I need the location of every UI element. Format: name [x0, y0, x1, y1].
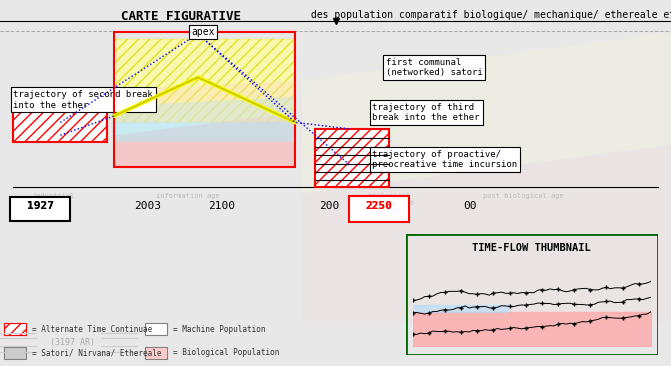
Text: 2100: 2100 [208, 201, 235, 211]
Text: = Alternate Time Continuae: = Alternate Time Continuae [32, 325, 152, 334]
FancyBboxPatch shape [145, 323, 167, 335]
Text: trajectory of proactive/
preocreative time incursion: trajectory of proactive/ preocreative ti… [372, 150, 517, 169]
Text: 2250: 2250 [366, 201, 393, 211]
Text: 2003: 2003 [134, 201, 161, 211]
Text: apex: apex [191, 27, 215, 37]
FancyBboxPatch shape [4, 323, 26, 335]
Text: biological
subservience: biological subservience [364, 193, 415, 206]
Text: trajectory of third
break into the ether: trajectory of third break into the ether [372, 103, 480, 123]
Polygon shape [114, 97, 295, 142]
Text: 2250: 2250 [366, 201, 393, 211]
Text: first communal
(networked) satori: first communal (networked) satori [386, 58, 482, 77]
Bar [13, 103, 107, 142]
Text: 00: 00 [463, 201, 476, 211]
Text: = Machine Population: = Machine Population [173, 325, 266, 334]
Text: 1927: 1927 [27, 201, 54, 211]
FancyBboxPatch shape [349, 196, 409, 222]
Text: 1927: 1927 [27, 201, 54, 211]
Text: des population comparatif biologique/ mechanique/ ethereale et du revolutiones t: des population comparatif biologique/ me… [305, 10, 671, 20]
Text: industrial
age: industrial age [32, 193, 75, 206]
FancyBboxPatch shape [145, 347, 167, 359]
Polygon shape [114, 39, 295, 122]
FancyBboxPatch shape [4, 347, 26, 359]
Text: information age: information age [156, 193, 220, 199]
Text: 200: 200 [319, 201, 339, 211]
Text: (3197 AR): (3197 AR) [50, 338, 95, 347]
Text: post biological age: post biological age [483, 193, 564, 199]
Polygon shape [114, 81, 295, 122]
Bar [114, 32, 295, 168]
Text: = Satori/ Nirvana/ Ethereale: = Satori/ Nirvana/ Ethereale [32, 348, 162, 358]
Bar [10, 197, 70, 221]
Bar [315, 129, 389, 187]
Text: CARTE FIGURATIVE: CARTE FIGURATIVE [121, 10, 241, 23]
Text: = Biological Population: = Biological Population [173, 348, 280, 358]
Polygon shape [302, 32, 671, 193]
Text: TIME-FLOW THUMBNAIL: TIME-FLOW THUMBNAIL [472, 243, 591, 253]
Polygon shape [302, 145, 671, 322]
Text: trajectory of second break
into the ether: trajectory of second break into the ethe… [13, 90, 153, 109]
Polygon shape [114, 113, 295, 168]
